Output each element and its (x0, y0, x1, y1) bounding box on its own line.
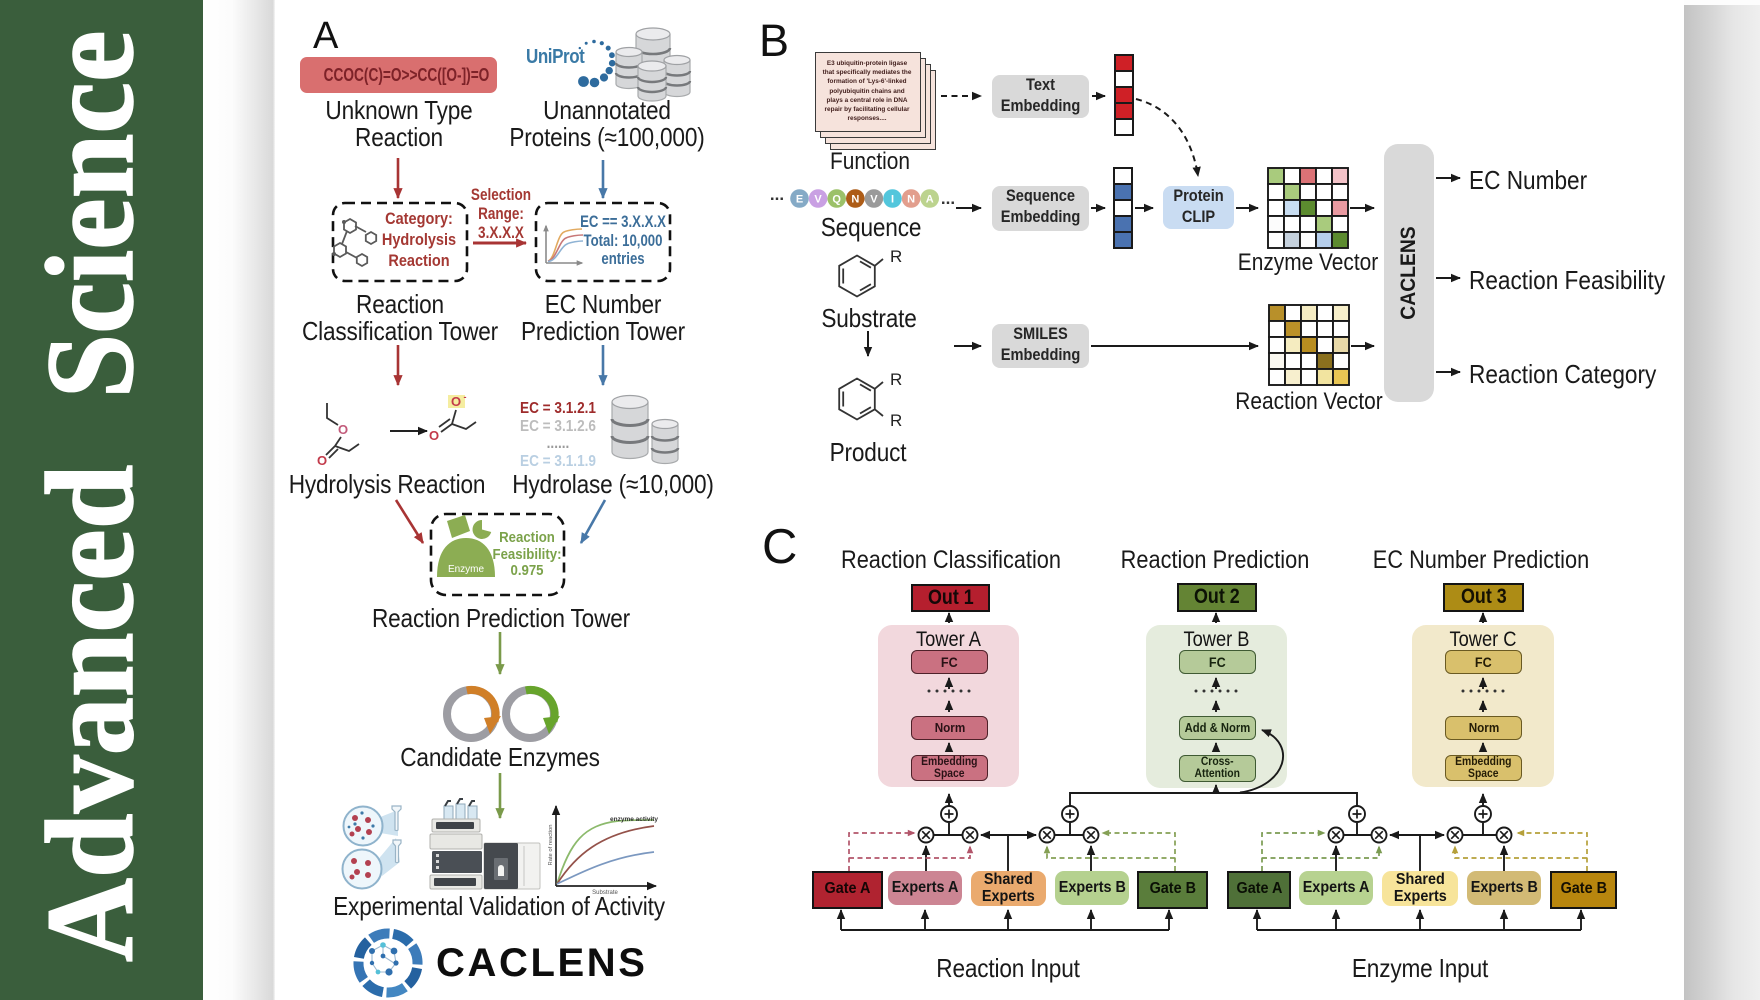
svg-text:N: N (907, 193, 915, 205)
svg-text:N: N (851, 193, 859, 205)
svg-text:R: R (890, 247, 902, 266)
svg-text:O: O (317, 453, 327, 468)
svg-text:E: E (796, 193, 803, 205)
svg-text:V: V (814, 193, 822, 205)
svg-text:Enzyme: Enzyme (448, 564, 485, 575)
svg-text:O: O (429, 428, 439, 443)
svg-text:-: - (464, 392, 467, 402)
svg-text:Rate of reaction: Rate of reaction (548, 825, 554, 866)
svg-text:R: R (890, 370, 902, 389)
svg-text:A: A (926, 193, 934, 205)
svg-text:enzyme activity: enzyme activity (610, 816, 658, 823)
svg-text:I: I (891, 193, 894, 205)
svg-text:O: O (451, 394, 461, 409)
svg-text:O: O (338, 422, 348, 437)
svg-text:V: V (870, 193, 878, 205)
svg-text:Q: Q (832, 193, 841, 205)
svg-text:R: R (890, 411, 902, 430)
